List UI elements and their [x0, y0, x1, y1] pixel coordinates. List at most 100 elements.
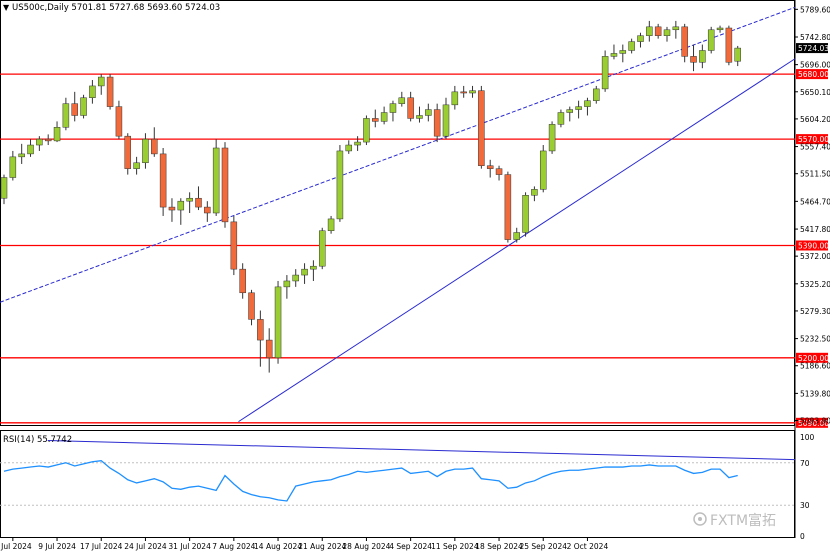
candle — [9, 150, 17, 181]
fxtm-logo-icon — [693, 512, 707, 526]
candle — [186, 192, 193, 213]
candle-body — [327, 218, 335, 231]
current-price-label: 5724.03 — [798, 44, 829, 53]
candle-body — [566, 109, 574, 113]
candle — [398, 91, 406, 107]
candle — [725, 25, 733, 66]
candle-body — [654, 26, 662, 36]
candle — [318, 227, 326, 270]
candle — [221, 142, 229, 228]
candle-body — [248, 292, 255, 320]
candle-body — [469, 90, 476, 94]
candle-body — [601, 56, 609, 90]
candle — [672, 20, 680, 39]
level-price-tag — [796, 352, 828, 363]
level-price-tag — [796, 134, 828, 145]
main-pane-frame — [0, 0, 795, 426]
candle — [71, 91, 78, 122]
watermark-text: FXTM富拓 — [710, 512, 776, 529]
candle — [548, 121, 556, 154]
price-tick-label: 5139.80 — [800, 389, 830, 398]
rsi-tick-label: 0 — [800, 532, 805, 541]
candle-body — [363, 118, 370, 143]
candle-body — [151, 138, 158, 155]
candle-body — [610, 53, 618, 57]
candle-body — [292, 274, 299, 282]
time-tick-label: 2 Jul 2024 — [0, 542, 32, 551]
candle — [433, 103, 441, 143]
candle — [610, 44, 618, 60]
candle — [522, 192, 529, 237]
candle — [239, 263, 246, 299]
candle-body — [186, 197, 193, 202]
candle — [80, 94, 87, 119]
candle-body — [389, 103, 397, 113]
dashed-trend-line[interactable] — [0, 6, 796, 303]
fxtm-watermark: FXTM富拓 — [693, 512, 776, 529]
candle — [283, 275, 291, 299]
candle-body — [539, 150, 547, 190]
price-tick-label: 5093.90 — [800, 417, 830, 426]
price-tick-label: 5650.10 — [800, 88, 830, 97]
candle — [584, 97, 591, 116]
candle-body — [204, 206, 211, 214]
level-price-tag — [796, 240, 828, 251]
candle-body — [27, 144, 34, 155]
candle — [292, 269, 299, 287]
level-price-label: 5200.00 — [798, 354, 829, 363]
candle — [301, 263, 308, 284]
time-tick-label: 11 Sep 2024 — [431, 542, 479, 551]
candle-body — [575, 106, 582, 110]
candle — [248, 289, 255, 326]
candle-body — [168, 206, 176, 211]
rsi-line[interactable] — [3, 460, 738, 502]
price-tick-label: 5511.50 — [800, 170, 830, 179]
candle — [336, 145, 344, 222]
candle-body — [619, 50, 627, 54]
candle-body — [274, 286, 282, 359]
candle — [89, 80, 96, 104]
candle-body — [53, 127, 61, 142]
rsi-pane-frame — [0, 430, 795, 538]
candle-body — [433, 109, 441, 137]
candle-body — [690, 56, 697, 63]
candle — [531, 186, 538, 202]
candle-body — [159, 153, 167, 208]
candle-body — [416, 115, 423, 119]
time-tick-label: 2 Oct 2024 — [567, 542, 609, 551]
candle — [504, 171, 512, 243]
candle — [619, 44, 627, 63]
candle-body — [593, 88, 600, 101]
price-tick-label: 5232.50 — [800, 335, 830, 344]
candle-body — [646, 26, 653, 36]
candle-body — [80, 97, 87, 116]
current-price-tag — [796, 43, 828, 54]
candle-body — [557, 112, 565, 125]
candle — [230, 215, 238, 276]
price-tick-label: 5742.80 — [800, 33, 830, 42]
time-tick-label: 4 Sep 2024 — [389, 542, 432, 551]
candle-body — [310, 265, 317, 270]
candle — [469, 85, 476, 98]
candle-body — [531, 189, 538, 196]
collapse-arrow-icon[interactable]: ▼ — [3, 3, 10, 12]
candle-body — [239, 268, 246, 294]
candles — [0, 20, 741, 373]
candle — [177, 198, 185, 225]
candle — [628, 38, 635, 54]
candle — [212, 139, 220, 216]
candle — [495, 165, 503, 181]
candle-body — [628, 41, 635, 51]
candle — [204, 201, 211, 222]
candle-body — [97, 76, 105, 87]
candle-body — [106, 76, 114, 107]
candle-body — [681, 26, 688, 57]
candle — [407, 91, 414, 122]
candle — [513, 227, 520, 243]
candle — [557, 109, 565, 128]
rsi-trend-line[interactable] — [47, 440, 796, 461]
candle-body — [354, 141, 361, 146]
candle — [327, 215, 335, 234]
